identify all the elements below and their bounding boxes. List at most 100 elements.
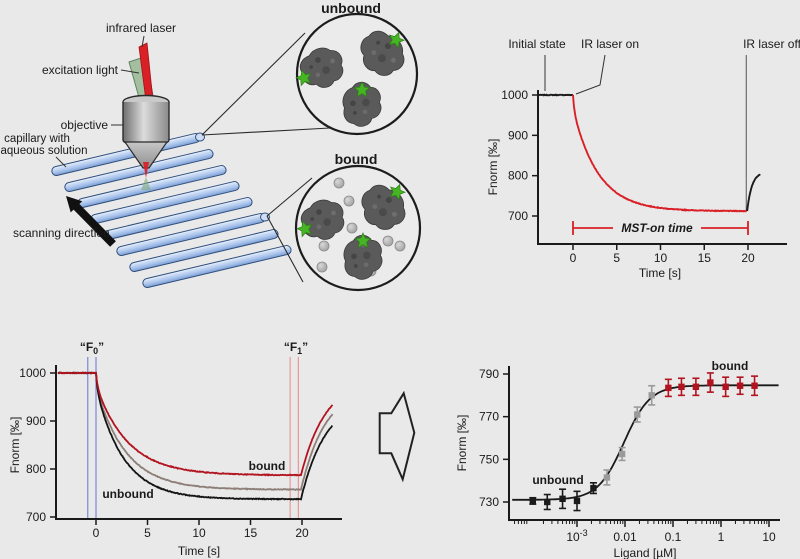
data-point xyxy=(618,450,626,458)
group-bound xyxy=(664,372,759,398)
series-thermophoresis-decay xyxy=(572,94,748,213)
ir-laser-off-label: IR laser off xyxy=(743,37,800,51)
x-tick-label: 0 xyxy=(570,251,577,265)
y-tick-label: 900 xyxy=(26,414,46,428)
capillary-tube xyxy=(142,245,292,288)
data-point xyxy=(751,382,758,389)
x-tick-label: 10-3 xyxy=(566,528,587,544)
f1-label: “F1” xyxy=(284,340,308,356)
group-transition xyxy=(603,384,656,486)
y-tick-label: 900 xyxy=(508,128,528,142)
x-tick-label: 1 xyxy=(718,530,725,544)
data-point xyxy=(559,495,566,503)
objective-body xyxy=(122,102,170,147)
y-axis-label: Fnorm [‰] xyxy=(455,415,469,472)
x-axis-label: Ligand [µM] xyxy=(614,546,677,559)
bound-magnifier: bound xyxy=(294,151,422,292)
y-tick-label: 700 xyxy=(26,510,46,524)
dose-response-chart-panel: 730 750 770 790 10-3 0.01 0.1 1 10 Ligand [µM] Fno… xyxy=(455,359,780,559)
magnifier-line xyxy=(266,215,304,283)
bound-title: bound xyxy=(335,151,378,167)
leader-line xyxy=(120,69,140,74)
series-back-diffusion-recovery xyxy=(746,173,761,212)
axes xyxy=(55,365,342,520)
y-tick-label: 1000 xyxy=(19,366,46,380)
data-point xyxy=(603,474,611,481)
capillary-tube xyxy=(129,229,279,272)
zoom-source-bound xyxy=(260,212,270,222)
mst-trace-chart-panel: 700 800 900 1000 0 5 10 15 20 Time [s] Fnorm [‰] In… xyxy=(486,37,800,280)
series-unbound-trace xyxy=(57,371,333,501)
infrared-laser-label: infrared laser xyxy=(106,21,176,35)
capillary-label-line1: capillary with xyxy=(4,133,70,145)
data-point xyxy=(634,411,641,418)
y-tick-label: 800 xyxy=(26,462,46,476)
excitation-light-label: excitation light xyxy=(42,63,119,77)
y-tick-label: 770 xyxy=(479,410,499,424)
capillary-array xyxy=(51,133,292,288)
capillary-tube xyxy=(64,149,214,192)
y-tick-label: 700 xyxy=(508,209,528,223)
x-tick-label: 10 xyxy=(762,530,776,544)
data-point xyxy=(573,497,581,505)
unbound-label: unbound xyxy=(532,473,583,487)
leader-line xyxy=(141,35,145,48)
data-point xyxy=(544,498,551,506)
y-axis-label: Fnorm [‰] xyxy=(10,417,22,474)
magnifier-line xyxy=(201,127,331,136)
initial-state-label: Initial state xyxy=(508,37,566,51)
series-initial-fluorescence xyxy=(537,93,573,97)
flow-arrow-panel xyxy=(378,390,416,483)
magnifier-line xyxy=(201,32,306,136)
series-bound-trace xyxy=(57,371,334,477)
focused-ir-beam xyxy=(143,162,149,178)
y-tick-label: 790 xyxy=(479,367,499,381)
data-point xyxy=(692,383,700,391)
x-tick-label: 10 xyxy=(654,251,668,265)
y-axis-label: Fnorm [‰] xyxy=(486,139,500,196)
scanning-direction-label: scanning direction xyxy=(13,226,110,240)
data-point xyxy=(529,497,537,505)
y-tick-label: 800 xyxy=(508,169,528,183)
f0-label: “F0” xyxy=(80,340,104,356)
objective-cone xyxy=(123,141,169,169)
objective-assembly xyxy=(122,42,170,190)
y-tick-label: 730 xyxy=(479,495,499,509)
x-tick-label: 5 xyxy=(613,251,620,265)
group-unbound xyxy=(529,482,597,512)
fit-curve xyxy=(512,384,779,501)
instrument-diagram-panel: infrared laser excitation light objectiv… xyxy=(1,0,422,292)
x-tick-label: 20 xyxy=(741,251,755,265)
magnifier-line xyxy=(266,177,313,217)
ir-laser-on-label: IR laser on xyxy=(581,37,639,51)
diverging-excitation xyxy=(141,177,151,190)
data-point xyxy=(678,383,685,391)
y-tick-label: 1000 xyxy=(501,88,528,102)
data-point xyxy=(707,379,714,386)
unbound-title: unbound xyxy=(321,0,381,16)
x-tick-label: 15 xyxy=(698,251,712,265)
y-tick-label: 750 xyxy=(479,452,499,466)
x-axis-label: Time [s] xyxy=(178,544,220,558)
x-tick-label: 5 xyxy=(144,526,151,540)
objective-label: objective xyxy=(61,118,109,132)
data-point xyxy=(736,382,744,389)
x-tick-label: 0 xyxy=(93,526,100,540)
data-point xyxy=(590,484,597,492)
flow-arrow-icon xyxy=(378,390,416,483)
scanning-direction-arrow xyxy=(66,196,116,247)
series-partially-bound-trace xyxy=(57,371,334,491)
x-axis-label: Time [s] xyxy=(639,266,681,280)
bound-label: bound xyxy=(712,359,749,373)
x-tick-label: 0.1 xyxy=(665,530,682,544)
data-point xyxy=(648,392,655,399)
x-tick-label: 15 xyxy=(244,526,258,540)
bound-label: bound xyxy=(249,459,286,473)
capillary-label-line2: aqueous solution xyxy=(1,145,88,157)
binding-traces-chart-panel: 700 800 900 1000 0 5 10 15 20 Time [s] Fnorm [‰] “F… xyxy=(10,340,342,558)
mst-on-time-label: MST-on time xyxy=(621,221,693,235)
x-tick-label: 0.01 xyxy=(613,530,637,544)
leader-line xyxy=(55,156,67,168)
unbound-label: unbound xyxy=(102,487,153,501)
